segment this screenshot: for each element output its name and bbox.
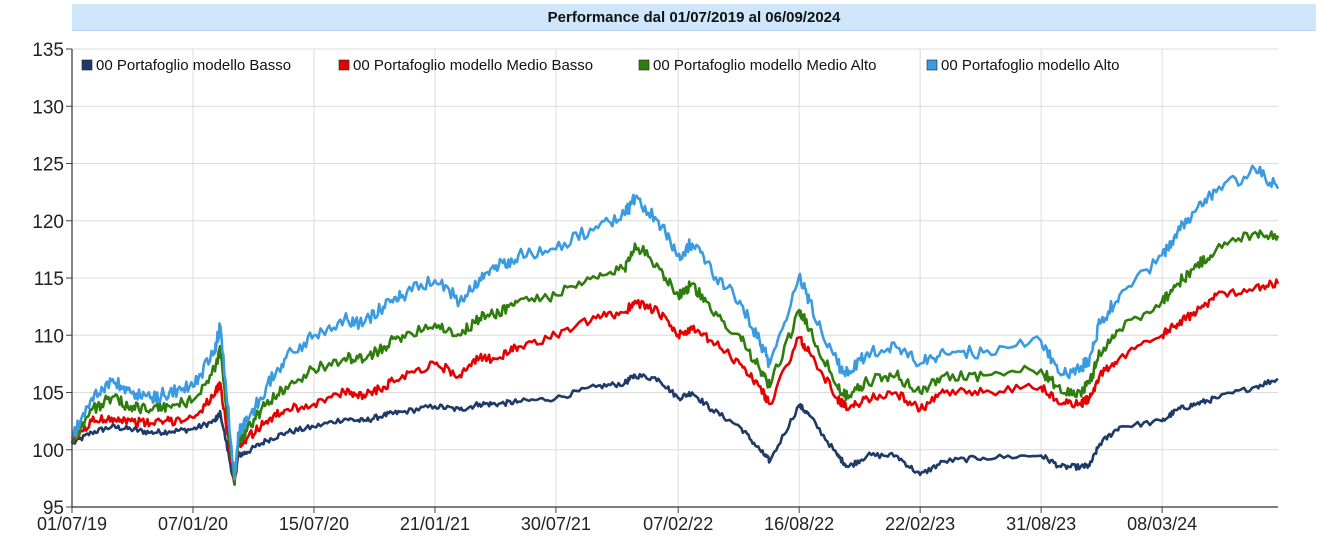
x-tick-label: 21/01/21	[400, 514, 470, 534]
x-tick-label: 30/07/21	[521, 514, 591, 534]
y-tick-label: 135	[32, 40, 64, 61]
y-tick-label: 115	[34, 269, 64, 290]
series-line-4	[70, 164, 1280, 481]
legend-swatch	[81, 59, 93, 71]
legend-swatch	[338, 59, 350, 71]
legend-swatch	[926, 59, 938, 71]
chart-title: Performance dal 01/07/2019 al 06/09/2024	[72, 4, 1316, 31]
x-tick-label: 08/03/24	[1127, 514, 1197, 534]
x-tick-label: 15/07/20	[279, 514, 349, 534]
y-tick-label: 120	[32, 212, 64, 233]
y-tick-label: 95	[43, 498, 64, 519]
legend-label: 00 Portafoglio modello Medio Basso	[353, 57, 593, 74]
x-tick-label: 01/07/19	[37, 514, 107, 534]
x-tick-label: 07/02/22	[643, 514, 713, 534]
x-tick-label: 07/01/20	[158, 514, 228, 534]
y-tick-label: 125	[32, 155, 64, 176]
y-tick-label: 105	[32, 384, 64, 405]
legend-label: 00 Portafoglio modello Medio Alto	[653, 57, 876, 74]
legend: 00 Portafoglio modello Basso 00 Portafogl…	[81, 57, 1119, 74]
x-tick-label: 16/08/22	[764, 514, 834, 534]
legend-label: 00 Portafoglio modello Alto	[941, 57, 1119, 74]
y-tick-label: 100	[32, 441, 64, 462]
series-lines	[70, 164, 1280, 486]
series-line-1	[70, 372, 1279, 486]
x-tick-label: 22/02/23	[885, 514, 955, 534]
x-tick-label: 31/08/23	[1006, 514, 1076, 534]
y-tick-label: 110	[34, 326, 64, 347]
legend-label: 00 Portafoglio modello Basso	[96, 57, 291, 74]
y-tick-label: 130	[32, 97, 64, 118]
legend-swatch	[638, 59, 650, 71]
axes: 95 100 105 110 115 120 125 130 135 01/07/19 07/01/…	[32, 40, 1278, 534]
